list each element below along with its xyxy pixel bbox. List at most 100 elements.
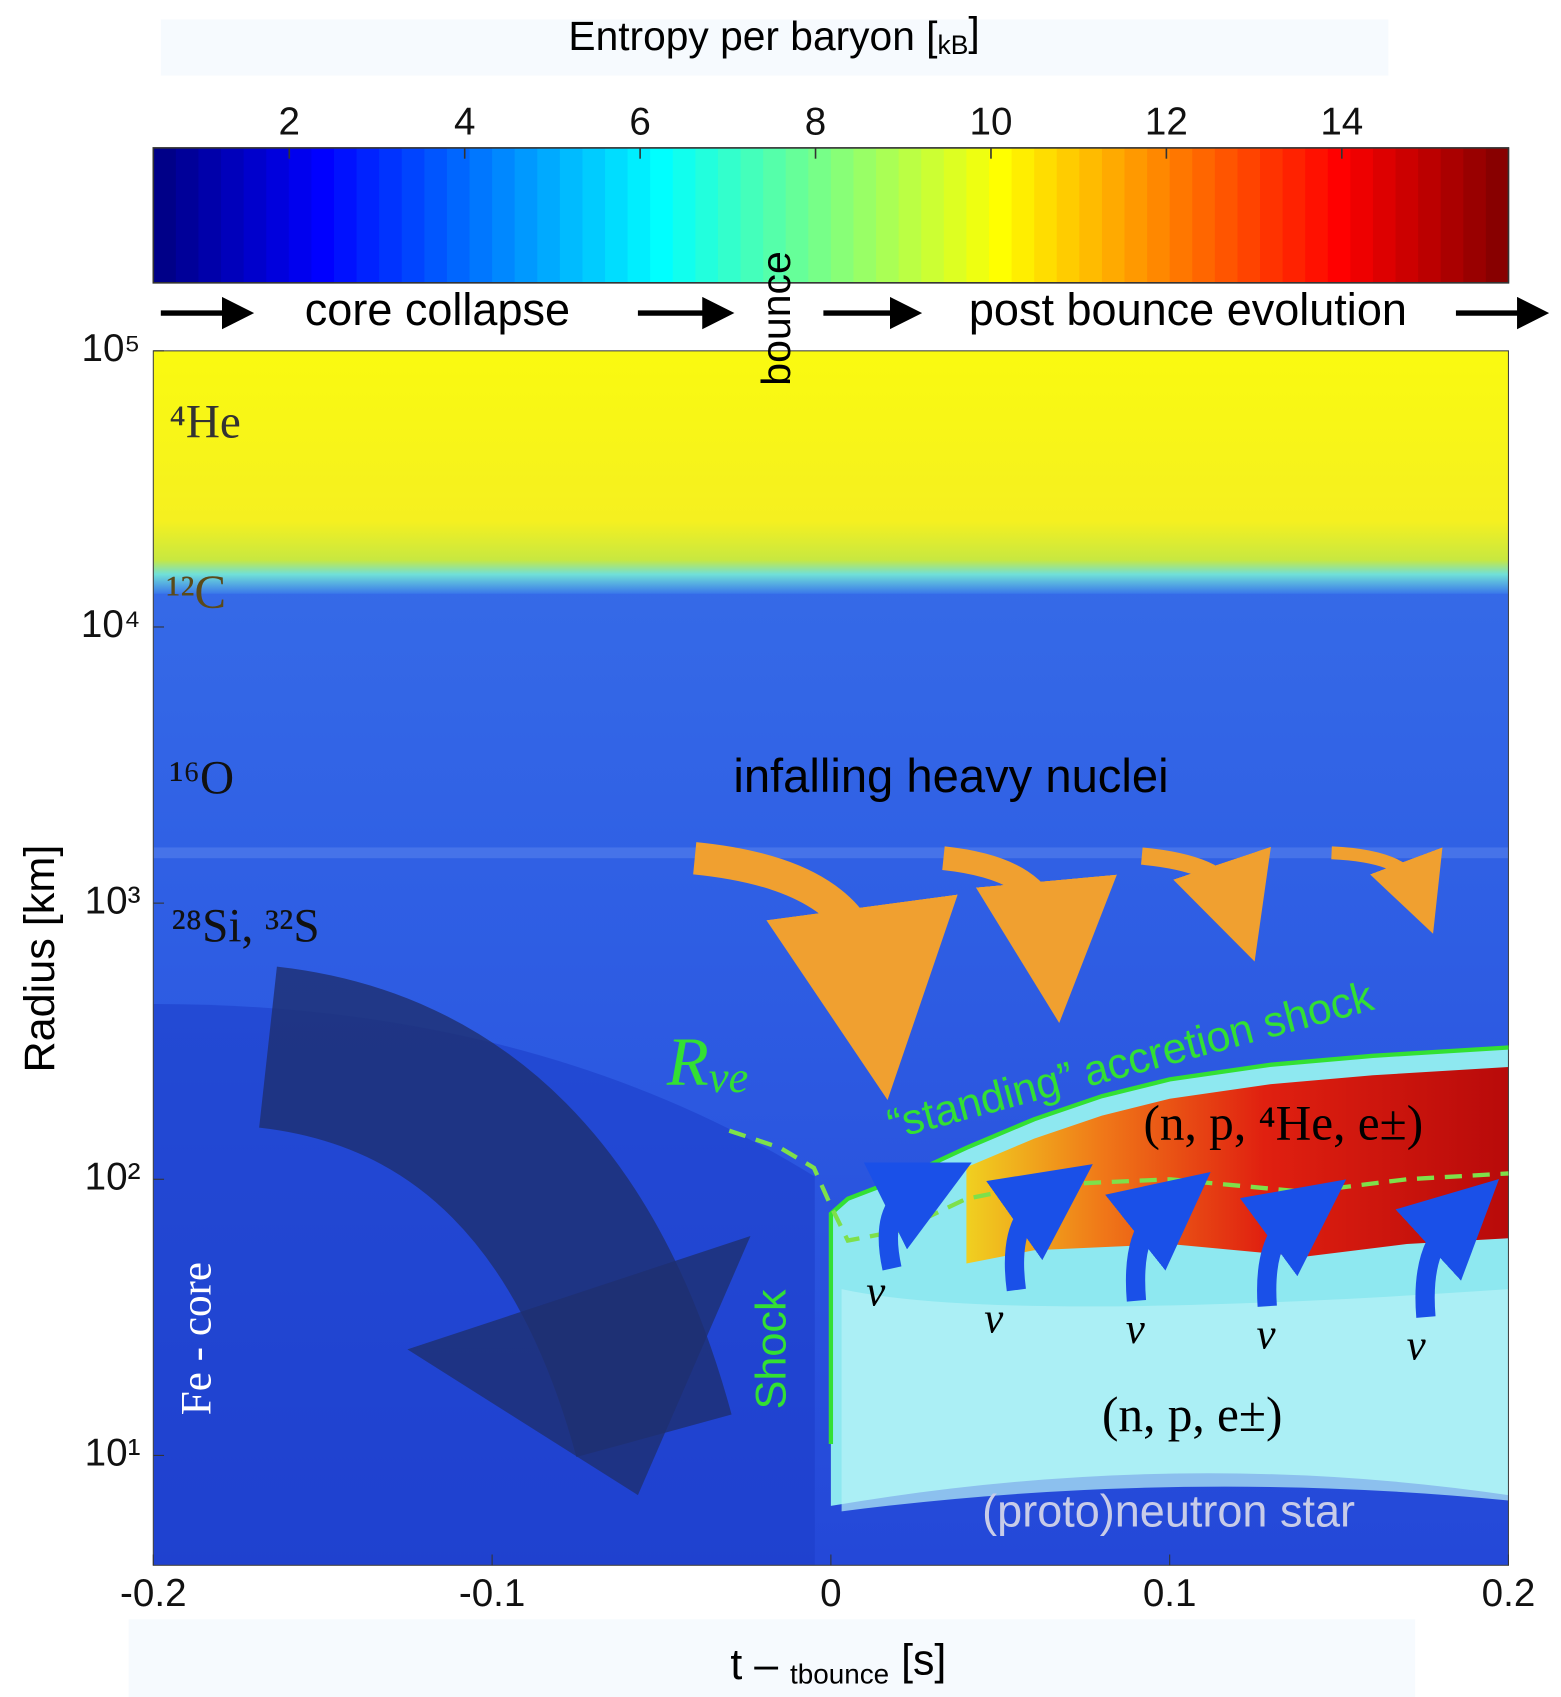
- colorbar-cell: [1372, 147, 1397, 283]
- colorbar-tick-label: 14: [1320, 100, 1363, 143]
- colorbar-tick-label: 6: [629, 100, 650, 143]
- colorbar-cell: [1418, 147, 1442, 283]
- colorbar-cell: [627, 147, 651, 283]
- annotation: infalling heavy nuclei: [733, 750, 1168, 803]
- orange-arrow: [942, 846, 1117, 1023]
- annotation: Fe - core: [173, 1262, 220, 1415]
- colorbar-cell: [943, 147, 968, 283]
- colorbar-cell: [1079, 147, 1103, 283]
- blue-arrow: [986, 1164, 1093, 1292]
- colorbar-cell: [988, 147, 1013, 283]
- heatmap-band: [153, 847, 1509, 859]
- annotation: bounce: [753, 251, 799, 386]
- y-tick-label: 10⁴: [81, 603, 141, 646]
- colorbar-tick-label: 12: [1145, 100, 1188, 143]
- colorbar-cell: [898, 147, 922, 283]
- colorbar-frame: [152, 147, 1510, 284]
- colorbar-cell: [1214, 147, 1239, 283]
- annotation: ²⁸Si, ³²S: [172, 900, 320, 952]
- y-axis-label: Radius [km]: [16, 845, 64, 1073]
- line: [828, 1045, 1509, 1444]
- colorbar-cell: [1101, 147, 1126, 283]
- colorbar-cell: [1395, 147, 1419, 283]
- colorbar-cell: [830, 147, 855, 283]
- colorbar-cell: [650, 147, 674, 283]
- colorbar-cell: [401, 147, 425, 283]
- colorbar-cell: [876, 147, 900, 283]
- colorbar-cell: [288, 147, 313, 283]
- colorbar-cell: [492, 147, 516, 283]
- y-tick-label: 10³: [85, 879, 141, 922]
- colorbar-cell: [243, 147, 267, 283]
- colorbar-cell: [153, 147, 177, 283]
- annotation: ¹⁶O: [169, 752, 234, 804]
- blue-arrow: [1105, 1171, 1211, 1302]
- x-tick-label: 0.2: [1482, 1572, 1536, 1615]
- colorbar-cell: [1305, 147, 1329, 283]
- colorbar-cell: [605, 147, 629, 283]
- x-tick-label: -0.2: [120, 1572, 186, 1615]
- colorbar-cell: [1237, 147, 1261, 283]
- colorbar-cell: [333, 147, 358, 283]
- annotation: (proto)neutron star: [982, 1485, 1355, 1536]
- arrows: [160, 296, 1550, 1496]
- colorbar-cell: [537, 147, 561, 283]
- annotation: ν: [984, 1295, 1004, 1342]
- y-tick-label: 10²: [85, 1155, 141, 1198]
- colorbar-cell: [785, 147, 809, 283]
- x-axis-label: t – tbounce [s]: [730, 1637, 946, 1690]
- colorbar-cell: [221, 147, 245, 283]
- hot-region-inner: [841, 1289, 1509, 1512]
- orange-arrows: [693, 842, 1443, 1100]
- colorbar-cell: [717, 147, 742, 283]
- colorbar-tick-label: 2: [279, 100, 300, 143]
- colorbar-cell: [1260, 147, 1284, 283]
- big-arrow-head: [407, 1236, 751, 1496]
- colorbar-cell: [1463, 147, 1487, 283]
- annotation: ν: [866, 1268, 886, 1315]
- annotation: post bounce evolution: [969, 284, 1407, 335]
- colorbar-cell: [1282, 147, 1306, 283]
- annotation: ν: [1257, 1311, 1277, 1358]
- annotation: (n, p, e±): [1102, 1387, 1282, 1442]
- colorbar-cell: [1485, 147, 1510, 283]
- colorbar-cell: [1056, 147, 1080, 283]
- colorbar-cell: [1124, 147, 1148, 283]
- orange-arrow: [1331, 846, 1443, 934]
- colorbar-cell: [1169, 147, 1193, 283]
- annotation: Rνe: [666, 1023, 749, 1102]
- annotation: core collapse: [305, 284, 570, 335]
- colorbar-cell: [514, 147, 538, 283]
- colorbar-cell: [853, 147, 877, 283]
- blue-arrows: [863, 1162, 1500, 1318]
- shock-layer: [966, 1066, 1509, 1264]
- colorbar-cell: [740, 147, 764, 283]
- colorbar-cell: [1350, 147, 1374, 283]
- y-tick-label: 10¹: [85, 1432, 141, 1475]
- axes: -0.2 -0.1 0 0.1 0.2 10⁵ 10⁴ 10³ 10² 10¹: [81, 327, 1535, 1615]
- annotation: ν: [1407, 1322, 1427, 1369]
- colorbar-label: Entropy per baryon [kB]: [568, 8, 979, 60]
- annotation: ¹²C: [166, 567, 226, 619]
- colorbar-cell: [808, 147, 832, 283]
- colorbar-cell: [966, 147, 990, 283]
- colorbar-cell: [266, 147, 290, 283]
- colorbar-tick-label: 10: [969, 100, 1012, 143]
- orange-arrow: [1141, 846, 1271, 962]
- colorbar-cell: [1011, 147, 1035, 283]
- annotation: ⁴He: [169, 396, 240, 448]
- colorbar-cell: [1034, 147, 1058, 283]
- orange-arrow: [693, 842, 958, 1100]
- colorbar-cell: [1192, 147, 1216, 283]
- colorbar-cell: [559, 147, 584, 283]
- y-tick-label: 10⁵: [82, 327, 141, 370]
- colorbar-cell: [695, 147, 719, 283]
- xlabel-band: [128, 1619, 1416, 1697]
- blue-arrow: [863, 1162, 972, 1271]
- colorbar-cell: [446, 147, 471, 283]
- x-tick-label: 0: [820, 1572, 841, 1615]
- title-band: [160, 19, 1389, 76]
- colorbar-tick-label: 8: [805, 100, 826, 143]
